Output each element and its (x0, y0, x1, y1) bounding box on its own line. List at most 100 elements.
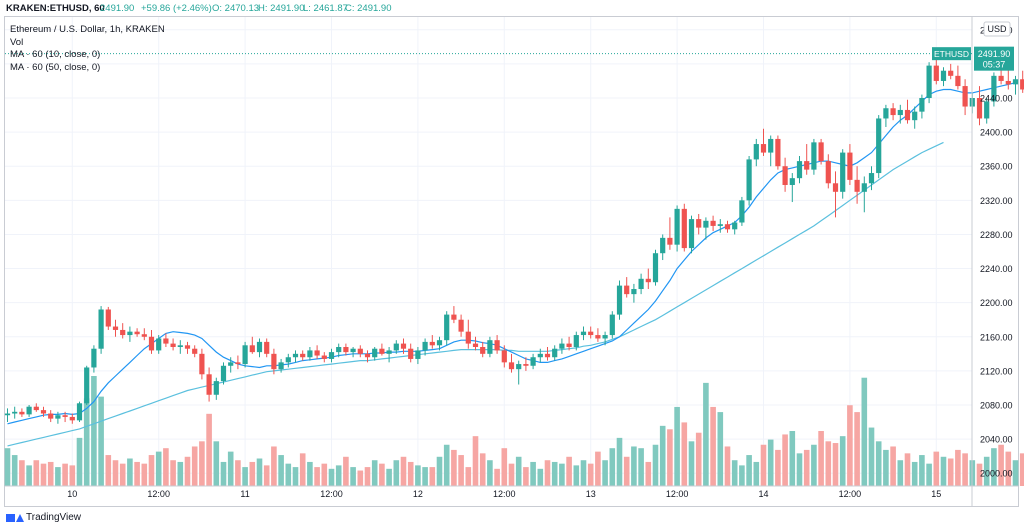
volume-bar (710, 406, 716, 486)
volume-bar (695, 432, 702, 486)
candlesticks (4, 58, 1024, 424)
candle-body (991, 75, 997, 102)
volume-bar (868, 427, 875, 486)
candle-body (199, 353, 205, 375)
candle-body (343, 347, 349, 353)
candle-body (688, 219, 695, 249)
volume-bar (400, 456, 407, 486)
candle-body (962, 86, 968, 107)
candle-body (537, 353, 543, 358)
candle-body (307, 350, 313, 358)
last-price: 2491.90 (100, 3, 135, 14)
volume-bar (933, 451, 940, 486)
volume-bar (386, 468, 392, 486)
y-tick-label: 2440.00 (980, 94, 1013, 104)
candle-body (300, 353, 306, 358)
volume-bar (919, 455, 925, 486)
candle-body (660, 237, 666, 254)
candle-body (372, 348, 378, 358)
candle-body (804, 161, 810, 170)
volume-bar (127, 458, 133, 486)
volume-bar (616, 437, 623, 486)
chart-legend: Ethereum / U.S. Dollar, 1h, KRAKEN Vol M… (10, 24, 165, 74)
volume-bar (825, 441, 832, 486)
volume-bar (407, 461, 414, 486)
candle-body (472, 343, 479, 348)
volume-bar (631, 446, 637, 486)
candle-body (264, 341, 270, 354)
volume-bar (832, 443, 839, 486)
volume-bar (213, 441, 220, 486)
volume-bar (976, 463, 983, 486)
candle-body (616, 285, 623, 315)
candle-body (321, 355, 327, 359)
volume-bar (523, 467, 529, 486)
volume-bar (1019, 453, 1024, 486)
candle-body (933, 65, 939, 81)
volume-bar (458, 455, 464, 486)
candle-body (782, 166, 788, 185)
volume-bar (191, 446, 198, 486)
volume-bar (19, 460, 25, 486)
x-tick-label: 10 (67, 489, 77, 499)
candle-body (638, 278, 644, 290)
volume-bar (40, 463, 47, 486)
candle-body (393, 343, 399, 351)
volume-bar (242, 467, 248, 486)
volume-bar (861, 377, 868, 486)
volume-bar (163, 448, 169, 486)
candle-body (170, 343, 176, 348)
candle-body (832, 183, 839, 192)
candle-body (530, 357, 536, 366)
candle-body (134, 331, 140, 335)
candle-body (717, 224, 723, 226)
y-tick-label: 2120.00 (980, 366, 1013, 376)
candle-body (55, 415, 61, 419)
volume-bar (11, 455, 18, 486)
volume-bar (206, 413, 212, 486)
candle-body (364, 353, 371, 358)
volume-bar (854, 412, 860, 486)
candle-body (516, 364, 522, 370)
volume-bar (955, 449, 961, 486)
volume-bar (724, 446, 731, 486)
candle-body (40, 410, 47, 414)
candle-body (220, 365, 227, 382)
volume-bar (148, 455, 155, 486)
volume-bar (33, 460, 40, 486)
volume-bar (926, 463, 932, 486)
volume-bar (393, 460, 400, 486)
volume-bar (595, 451, 601, 486)
chart-title: Ethereum / U.S. Dollar, 1h, KRAKEN (10, 24, 165, 35)
volume-bar (285, 463, 292, 486)
volume-bar (652, 444, 659, 486)
candle-body (573, 335, 579, 348)
volume-bar (199, 441, 205, 486)
volume-bar (602, 460, 608, 486)
volume-bar (551, 461, 558, 486)
volume-bar (307, 461, 313, 486)
symbol-header: KRAKEN:ETHUSD, 60 2491.90 +59.86 (+2.46%… (0, 0, 1024, 16)
candle-body (163, 338, 169, 344)
volume-bar (839, 436, 846, 486)
legend-ma50: MA · 60 (50, close, 0) (10, 61, 101, 73)
volume-bar (451, 449, 457, 486)
symbol-tag-label: ETHUSD (934, 49, 969, 59)
candle-body (328, 352, 335, 359)
volume-bar (350, 467, 356, 486)
candle-body (890, 108, 896, 116)
candle-body (494, 340, 500, 351)
candle-body (710, 220, 716, 226)
volume-bar (177, 461, 184, 486)
candle-body (955, 75, 961, 87)
volume-bar (515, 456, 522, 486)
volume-bar (767, 439, 774, 486)
candle-body (732, 222, 738, 230)
y-tick-label: 2280.00 (980, 230, 1013, 240)
price-tag-value: 2491.90 (978, 49, 1011, 59)
candle-body (760, 144, 767, 153)
volume-bar (220, 461, 227, 486)
candle-body (98, 309, 104, 349)
candle-body (278, 362, 284, 370)
